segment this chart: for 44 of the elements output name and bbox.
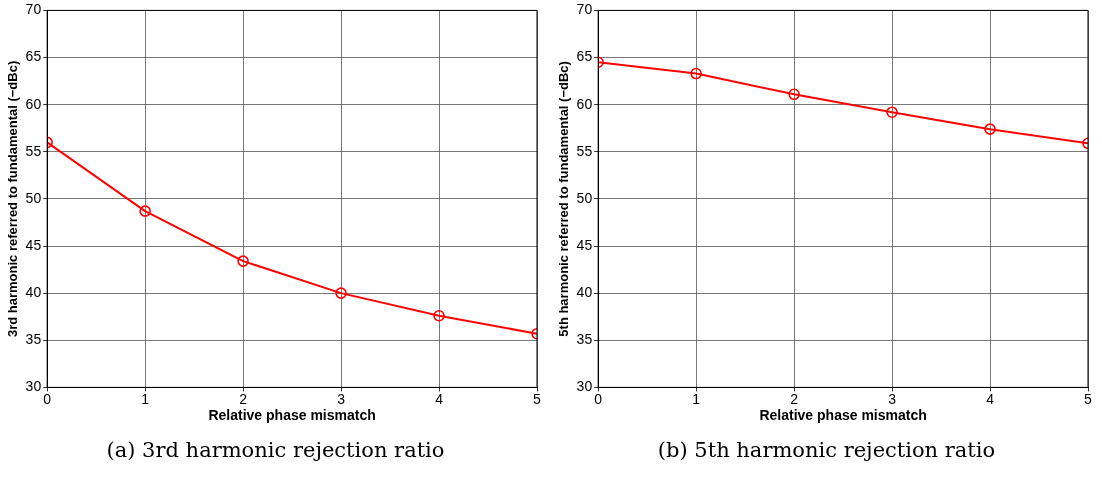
x-tick-label: 0 <box>43 390 52 407</box>
x-tick-label: 3 <box>888 390 897 407</box>
point <box>690 67 702 80</box>
x-tick-label: 5 <box>1084 390 1093 407</box>
y-tick-label: 60 <box>576 95 593 112</box>
point <box>984 123 996 135</box>
point <box>433 309 445 322</box>
x-axis-title: Relative phase mismatch <box>208 407 376 424</box>
x-tick-label: 0 <box>594 390 603 407</box>
y-axis-title: 5th harmonic referred to fundamental (−dBc) <box>556 61 572 337</box>
point <box>335 287 347 299</box>
point <box>788 88 800 101</box>
x-tick-label: 1 <box>692 390 701 407</box>
x-tick-label: 1 <box>141 390 150 407</box>
y-tick-label: 65 <box>576 48 593 65</box>
y-tick-label: 35 <box>25 331 42 348</box>
x-tick-label: 4 <box>986 390 995 407</box>
y-tick-label: 65 <box>25 48 42 65</box>
y-axis-title: 3rd harmonic referred to fundamental (−dBc) <box>5 60 21 338</box>
point <box>237 255 249 267</box>
x-tick-label: 2 <box>790 390 799 407</box>
y-tick-label: 40 <box>25 284 42 301</box>
y-tick-label: 70 <box>25 1 42 18</box>
y-tick-label: 35 <box>576 331 593 348</box>
x-tick-label: 5 <box>533 390 542 407</box>
x-tick-label: 4 <box>435 390 444 407</box>
x-tick-label: 2 <box>239 390 248 407</box>
y-tick-label: 55 <box>25 142 42 159</box>
y-tick-label: 55 <box>576 142 593 159</box>
y-tick-label: 50 <box>576 189 593 206</box>
text: (b) 5th harmonic rejection ratio <box>656 438 997 462</box>
y-tick-label: 45 <box>25 236 42 253</box>
y-tick-label: 30 <box>25 378 42 395</box>
point <box>139 205 151 217</box>
x-tick-label: 3 <box>337 390 346 407</box>
y-tick-label: 40 <box>576 284 593 301</box>
text: (a) 3rd harmonic rejection ratio <box>105 438 446 462</box>
y-tick-label: 70 <box>576 1 593 18</box>
y-tick-label: 60 <box>25 95 42 112</box>
point <box>886 106 898 118</box>
x-axis-title: Relative phase mismatch <box>759 407 927 424</box>
y-tick-label: 45 <box>576 236 593 253</box>
y-tick-label: 50 <box>25 189 42 206</box>
y-tick-label: 30 <box>576 378 593 395</box>
